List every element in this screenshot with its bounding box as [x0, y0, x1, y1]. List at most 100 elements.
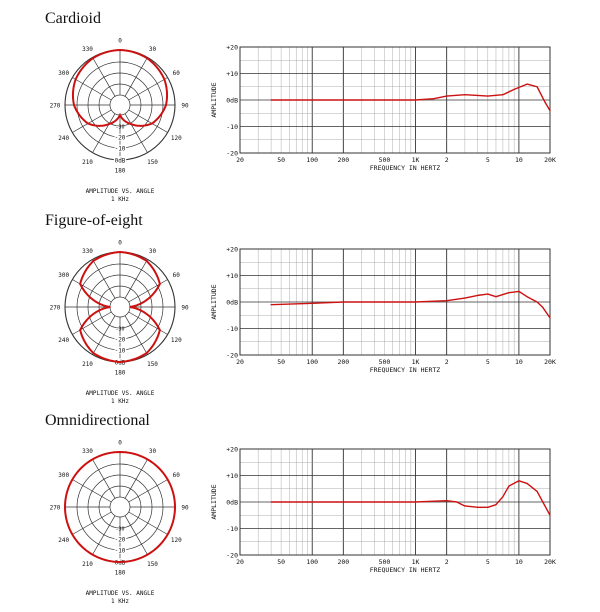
polar-caption: 1 KHz — [111, 598, 129, 605]
angle-label: 300 — [58, 70, 69, 77]
polar-point — [92, 57, 94, 59]
response-point — [518, 290, 520, 292]
x-tick-label: 20 — [236, 156, 244, 164]
ring-label: -30 — [115, 327, 124, 333]
polar-ring — [109, 94, 131, 116]
polar-point — [79, 283, 81, 285]
polar-point — [92, 352, 95, 354]
polar-point — [166, 478, 169, 481]
response-point — [536, 86, 538, 88]
y-tick-label: -10 — [226, 325, 238, 333]
ring-label: 0dB — [115, 360, 126, 367]
section-title: Omnidirectional — [45, 412, 150, 429]
polar-spoke — [72, 311, 112, 335]
y-tick-label: +10 — [226, 472, 238, 480]
angle-label: 30 — [149, 248, 157, 255]
polar-point — [151, 122, 153, 125]
polar-point — [146, 458, 149, 461]
polar-chart: 0 30 60 90 120 150 180 210 240 270 300 330 0dB -10 -20… — [50, 240, 189, 406]
response-point — [383, 501, 386, 503]
polar-spoke — [92, 57, 116, 97]
x-tick-label: 10 — [515, 558, 523, 566]
response-point — [270, 99, 272, 101]
angle-label: 120 — [171, 135, 182, 142]
response-point — [536, 301, 538, 303]
polar-spoke — [92, 459, 116, 499]
response-point — [508, 292, 510, 294]
x-tick-label: 500 — [379, 558, 391, 566]
y-axis-label: AMPLITUDE — [210, 82, 218, 117]
response-point — [342, 301, 344, 303]
response-point — [526, 296, 528, 298]
response-point — [383, 99, 386, 101]
response-point — [446, 500, 448, 502]
section-cardioid: Cardioid 0 30 60 90 120 150 180 210 240 270 300 330… — [0, 10, 600, 210]
x-tick-label: 50 — [277, 358, 285, 366]
polar-point — [159, 329, 161, 331]
ring-label: -30 — [115, 125, 124, 131]
polar-point — [119, 561, 121, 563]
x-tick-label: 20 — [236, 358, 244, 366]
polar-point — [145, 352, 148, 354]
polar-point — [71, 478, 74, 481]
response-point — [433, 98, 435, 100]
frequency-response-curve — [271, 480, 551, 516]
plot-frame — [239, 448, 551, 556]
polar-caption: 1 KHz — [111, 398, 129, 405]
polar-spoke — [92, 315, 116, 355]
response-point — [477, 506, 479, 508]
polar-point — [109, 306, 111, 308]
polar-point — [108, 123, 110, 125]
response-point — [464, 94, 466, 96]
response-point — [311, 99, 313, 101]
polar-chart: 0 30 60 90 120 150 180 210 240 270 300 330 0dB -10 -20… — [50, 440, 189, 606]
angle-label: 240 — [58, 337, 69, 344]
x-tick-label: 10 — [515, 358, 523, 366]
angle-label: 180 — [115, 370, 126, 377]
frequency-response-curve — [271, 83, 551, 111]
response-point — [502, 496, 504, 498]
polar-point — [146, 57, 148, 59]
x-tick-label: 20K — [544, 358, 556, 366]
angle-label: 270 — [50, 305, 61, 312]
ring-label: 0dB — [115, 158, 126, 165]
angle-label: 150 — [147, 159, 158, 166]
polar-point — [145, 260, 148, 262]
ring-label: -20 — [115, 337, 126, 344]
polar-point — [130, 123, 132, 125]
response-point — [513, 88, 515, 90]
response-point — [311, 302, 313, 304]
angle-label: 240 — [58, 537, 69, 544]
x-tick-label: 2 — [445, 558, 449, 566]
y-tick-label: -20 — [226, 552, 238, 560]
x-tick-label: 20K — [544, 558, 556, 566]
angle-label: 270 — [50, 505, 61, 512]
angle-label: 0 — [118, 440, 122, 447]
polar-spoke — [128, 479, 168, 503]
polar-caption: AMPLITUDE VS. ANGLE — [86, 590, 155, 597]
polar-spoke — [72, 279, 112, 303]
x-tick-label: 5 — [486, 358, 490, 366]
x-tick-label: 100 — [306, 558, 318, 566]
response-point — [549, 110, 551, 112]
angle-label: 210 — [82, 361, 93, 368]
polar-spoke — [128, 279, 168, 303]
y-tick-label: -20 — [226, 150, 238, 158]
polar-ring — [109, 496, 131, 518]
plot-frame — [239, 248, 551, 356]
y-axis-label: AMPLITUDE — [210, 484, 218, 519]
x-tick-label: 500 — [379, 358, 391, 366]
angle-label: 330 — [82, 448, 93, 455]
response-point — [502, 94, 504, 96]
angle-label: 150 — [147, 361, 158, 368]
x-tick-label: 1K — [412, 156, 420, 164]
ring-label: -20 — [115, 135, 126, 142]
x-tick-label: 5 — [486, 156, 490, 164]
polar-spoke — [124, 259, 148, 299]
angle-label: 60 — [173, 472, 181, 479]
polar-caption: AMPLITUDE VS. ANGLE — [86, 188, 155, 195]
ring-label: -30 — [115, 527, 124, 533]
response-point — [414, 501, 417, 503]
